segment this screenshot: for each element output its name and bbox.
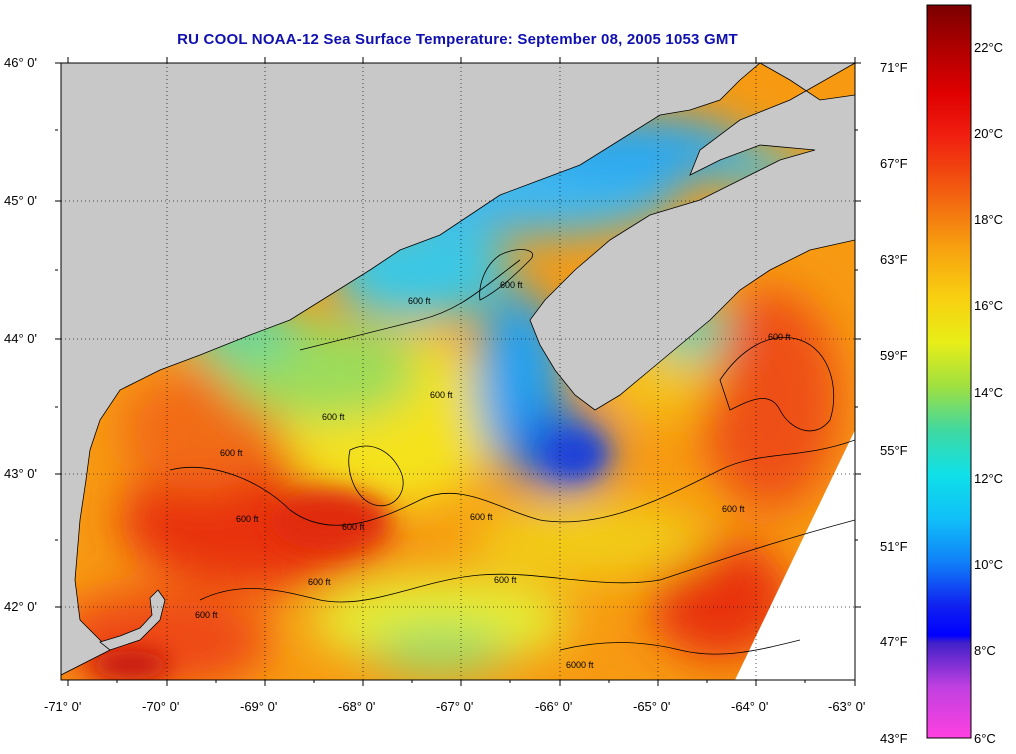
- contour-label: 600 ft: [195, 610, 218, 620]
- lon-label: -67° 0': [436, 699, 474, 714]
- celsius-label: 10°C: [974, 557, 1004, 572]
- fahrenheit-label: 43°F: [880, 731, 908, 746]
- lat-label: 44° 0': [4, 331, 37, 346]
- lon-label: -71° 0': [44, 699, 82, 714]
- land-new-england: [61, 63, 855, 676]
- map-title: RU COOL NOAA-12 Sea Surface Temperature:…: [177, 31, 738, 48]
- lon-label: -65° 0': [633, 699, 671, 714]
- contour-label: 600 ft: [308, 577, 331, 587]
- lat-label: 43° 0': [4, 466, 37, 481]
- contour-label: 600 ft: [722, 504, 745, 514]
- lat-label: 42° 0': [4, 599, 37, 614]
- land-nova-scotia: [529, 63, 855, 411]
- contour-label: 600 ft: [500, 280, 523, 290]
- lon-label: -63° 0': [828, 699, 866, 714]
- celsius-label: 14°C: [974, 385, 1004, 400]
- lat-label: 46° 0': [4, 55, 37, 70]
- no-data-region: [735, 430, 855, 680]
- lon-label: -69° 0': [240, 699, 278, 714]
- contour-label: 600 ft: [408, 296, 431, 306]
- celsius-label: 6°C: [974, 731, 996, 746]
- land-cape-cod: [99, 589, 166, 651]
- contour-label: 600 ft: [430, 390, 453, 400]
- celsius-label: 18°C: [974, 212, 1004, 227]
- fahrenheit-label: 51°F: [880, 539, 908, 554]
- celsius-label: 22°C: [974, 40, 1004, 55]
- lon-label: -64° 0': [731, 699, 769, 714]
- fahrenheit-label: 63°F: [880, 252, 908, 267]
- fahrenheit-label: 67°F: [880, 156, 908, 171]
- contour-label: 600 ft: [322, 412, 345, 422]
- lat-label: 45° 0': [4, 193, 37, 208]
- fahrenheit-label: 59°F: [880, 348, 908, 363]
- lon-label: -70° 0': [142, 699, 180, 714]
- lon-label: -66° 0': [535, 699, 573, 714]
- fahrenheit-label: 55°F: [880, 443, 908, 458]
- contour-label: 6000 ft: [566, 660, 594, 670]
- celsius-label: 12°C: [974, 471, 1004, 486]
- contour-label: 600 ft: [768, 332, 791, 342]
- contour-label: 600 ft: [236, 514, 259, 524]
- contour-label: 600 ft: [494, 575, 517, 585]
- contour-label: 600 ft: [220, 448, 243, 458]
- colorbar: [926, 4, 972, 739]
- contour-label: 600 ft: [470, 512, 493, 522]
- celsius-label: 8°C: [974, 643, 996, 658]
- celsius-label: 20°C: [974, 126, 1004, 141]
- lon-label: -68° 0': [338, 699, 376, 714]
- celsius-label: 16°C: [974, 298, 1004, 313]
- fahrenheit-label: 47°F: [880, 634, 908, 649]
- contour-label: 600 ft: [342, 522, 365, 532]
- fahrenheit-label: 71°F: [880, 60, 908, 75]
